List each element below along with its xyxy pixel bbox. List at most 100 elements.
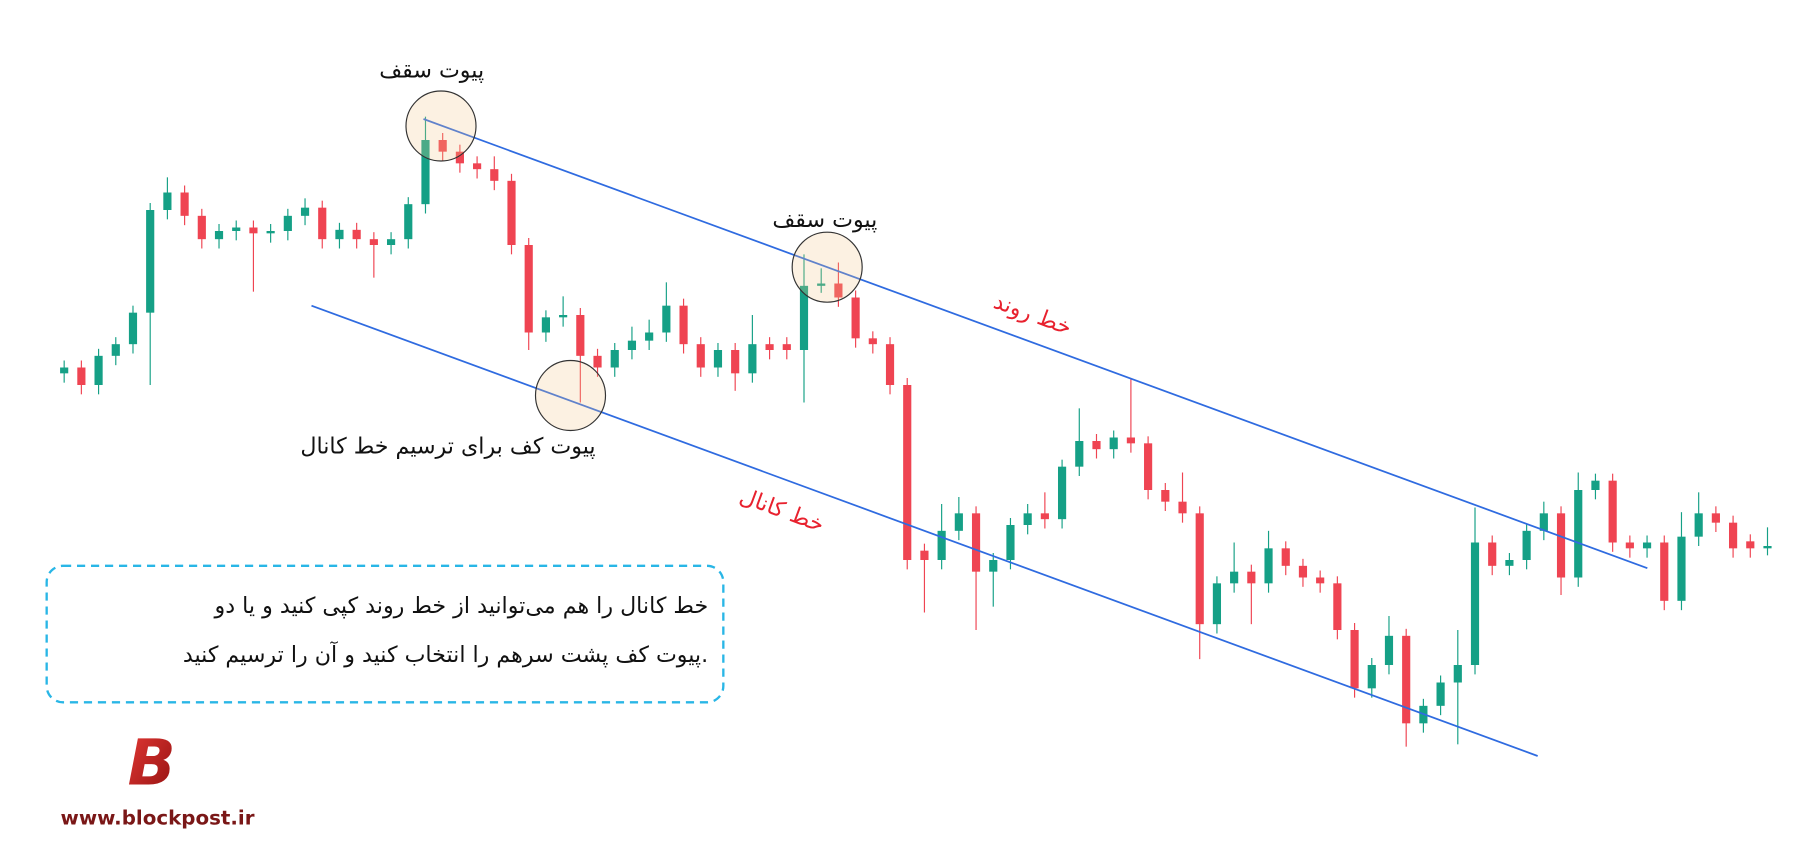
candle-body [1298, 565, 1308, 578]
candle-body [627, 340, 637, 350]
candle-body [1625, 542, 1634, 549]
candle-body [885, 344, 895, 385]
candle-body [937, 530, 946, 560]
candle-body [1178, 501, 1187, 514]
candle-body [197, 215, 206, 240]
candle-body [559, 315, 568, 318]
candle-body [1161, 490, 1170, 502]
candle-body [713, 350, 723, 368]
candle-body [748, 344, 757, 374]
candle-body [128, 312, 138, 345]
candle-body [645, 332, 654, 341]
annotation: پیوت سقف [379, 58, 484, 84]
candle-body [146, 210, 155, 313]
candle-body [1264, 548, 1273, 584]
candle-body [989, 560, 998, 572]
candle-body [300, 207, 310, 216]
candle-body [1574, 490, 1583, 578]
annotation: خط کانال [736, 483, 828, 538]
candle-body [834, 283, 843, 298]
candle-body [214, 231, 224, 240]
pivot-circle [405, 90, 477, 162]
candle-body [1660, 542, 1669, 601]
candle-body [386, 239, 396, 245]
candle-body [1470, 542, 1480, 665]
candle-body [1763, 546, 1772, 549]
candle-body [1694, 513, 1703, 537]
candle-body [369, 239, 378, 245]
candle-body [1367, 665, 1376, 689]
candle-body [1488, 542, 1497, 566]
candle-body [1350, 630, 1359, 689]
trend-line [423, 118, 1648, 569]
candle-body [782, 344, 791, 350]
candle-body [1316, 577, 1325, 584]
logo-mark: B [128, 727, 176, 800]
candle-body [593, 355, 602, 368]
candle-body [1333, 583, 1342, 630]
pivot-circle [534, 359, 607, 432]
candle-body [1126, 437, 1135, 444]
candle-body [438, 140, 447, 152]
annotation: پیوت سقف [772, 207, 877, 233]
candle-body [1040, 513, 1049, 520]
candle-body [1556, 513, 1566, 578]
candle-body [1402, 635, 1411, 724]
candle-body [954, 513, 963, 531]
callout-text: خط کانال را هم می‌توانید از خط روند کپی … [214, 593, 709, 619]
candle-body [971, 513, 981, 572]
annotation: خط روند [990, 288, 1075, 340]
candle-body [404, 204, 413, 240]
candle-body [232, 227, 241, 231]
candle-body [335, 229, 344, 240]
candle-body [541, 317, 551, 333]
candle-body [817, 283, 826, 286]
candle-body [1144, 443, 1153, 490]
candles [60, 116, 1772, 747]
candle-body [851, 297, 860, 339]
candle-body [1281, 548, 1290, 566]
candle-body [731, 350, 740, 374]
candle-body [1075, 441, 1084, 467]
callout-text: پیوت کف پشت سرهم را انتخاب کنید و آن را … [183, 641, 708, 668]
candle-body [765, 344, 774, 350]
candle-body [266, 231, 275, 234]
candle-body [318, 207, 327, 240]
candle-body [1230, 571, 1239, 584]
candle-body [94, 355, 103, 385]
candle-body [1522, 530, 1531, 560]
candle-body [1591, 480, 1600, 490]
candle-body [1195, 513, 1204, 625]
candle-body [352, 229, 361, 240]
channel-line [311, 304, 1538, 757]
annotation: پیوت کف برای ترسیم خط کانال [300, 433, 595, 459]
candle-body [1453, 665, 1462, 683]
candle-body [1057, 466, 1067, 520]
candle-body [1746, 541, 1755, 549]
candle-body [163, 192, 172, 210]
candle-body [111, 344, 120, 356]
candle-body [421, 140, 430, 205]
callout-box [45, 564, 725, 704]
candle-body [490, 169, 499, 181]
candle-body [1539, 513, 1548, 531]
candle-body [868, 338, 877, 345]
candle-body [1677, 536, 1686, 601]
candle-body [1608, 480, 1617, 543]
candle-body [524, 245, 533, 333]
candle-body [1436, 682, 1445, 706]
candle-body [1711, 513, 1720, 523]
candle-body [455, 151, 464, 164]
candle-body [249, 227, 258, 234]
candle-body [903, 385, 912, 560]
candle-body [1505, 560, 1514, 566]
candle-body [1642, 542, 1652, 549]
candle-body [799, 285, 809, 350]
candle-body [576, 315, 585, 356]
candle-body [1092, 441, 1101, 450]
candle-body [283, 215, 292, 231]
candle-body [77, 367, 86, 385]
candle-body [1023, 513, 1032, 525]
